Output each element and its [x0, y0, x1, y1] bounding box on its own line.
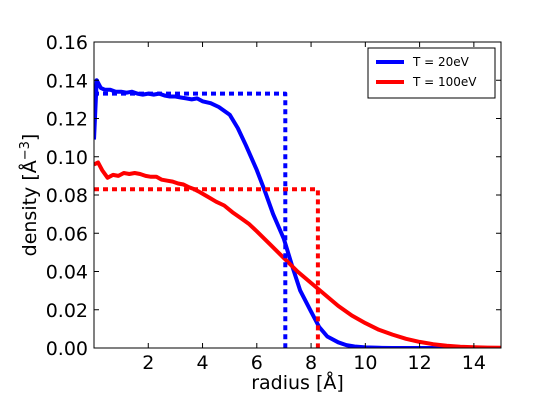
series-line-1 — [94, 160, 501, 348]
y-tick-label: 0.10 — [46, 147, 88, 169]
x-tick-label: 10 — [353, 352, 377, 374]
series-line-0 — [94, 78, 501, 348]
y-axis-label: density [Å−3] — [18, 134, 42, 257]
y-axis-label-superscript: −3 — [18, 141, 33, 160]
x-tick-label: 4 — [196, 352, 208, 374]
x-tick-label: 12 — [408, 352, 432, 374]
legend-label: T = 100eV — [412, 75, 477, 89]
y-tick-label: 0.00 — [46, 338, 88, 360]
dotted-line-3 — [94, 187, 320, 348]
y-tick-label: 0.14 — [46, 70, 88, 92]
series-layer — [94, 78, 501, 348]
y-tick-label: 0.08 — [46, 185, 88, 207]
y-tick-label: 0.12 — [46, 109, 88, 131]
dotted-line-2 — [94, 91, 288, 348]
x-axis-label: radius [Å] — [251, 371, 344, 394]
y-tick-label: 0.02 — [46, 300, 88, 322]
y-tick-label: 0.04 — [46, 262, 88, 284]
x-tick-label: 8 — [305, 352, 317, 374]
y-tick-label: 0.16 — [46, 32, 88, 54]
y-tick-label: 0.06 — [46, 223, 88, 245]
y-axis-label-text: density [Å — [18, 160, 41, 256]
x-tick-label: 14 — [462, 352, 486, 374]
ticks-layer: 2 4 6 8 10 12 14 0.00 0.02 0.04 0.06 0.08 0.10 0.12 0.… — [46, 32, 501, 374]
legend: T = 20eV T = 100eV — [367, 47, 496, 99]
y-axis-label-end: ] — [19, 134, 41, 141]
x-tick-label: 2 — [142, 352, 154, 374]
x-tick-label: 6 — [251, 352, 263, 374]
legend-box — [367, 47, 496, 99]
legend-label: T = 20eV — [412, 55, 470, 69]
